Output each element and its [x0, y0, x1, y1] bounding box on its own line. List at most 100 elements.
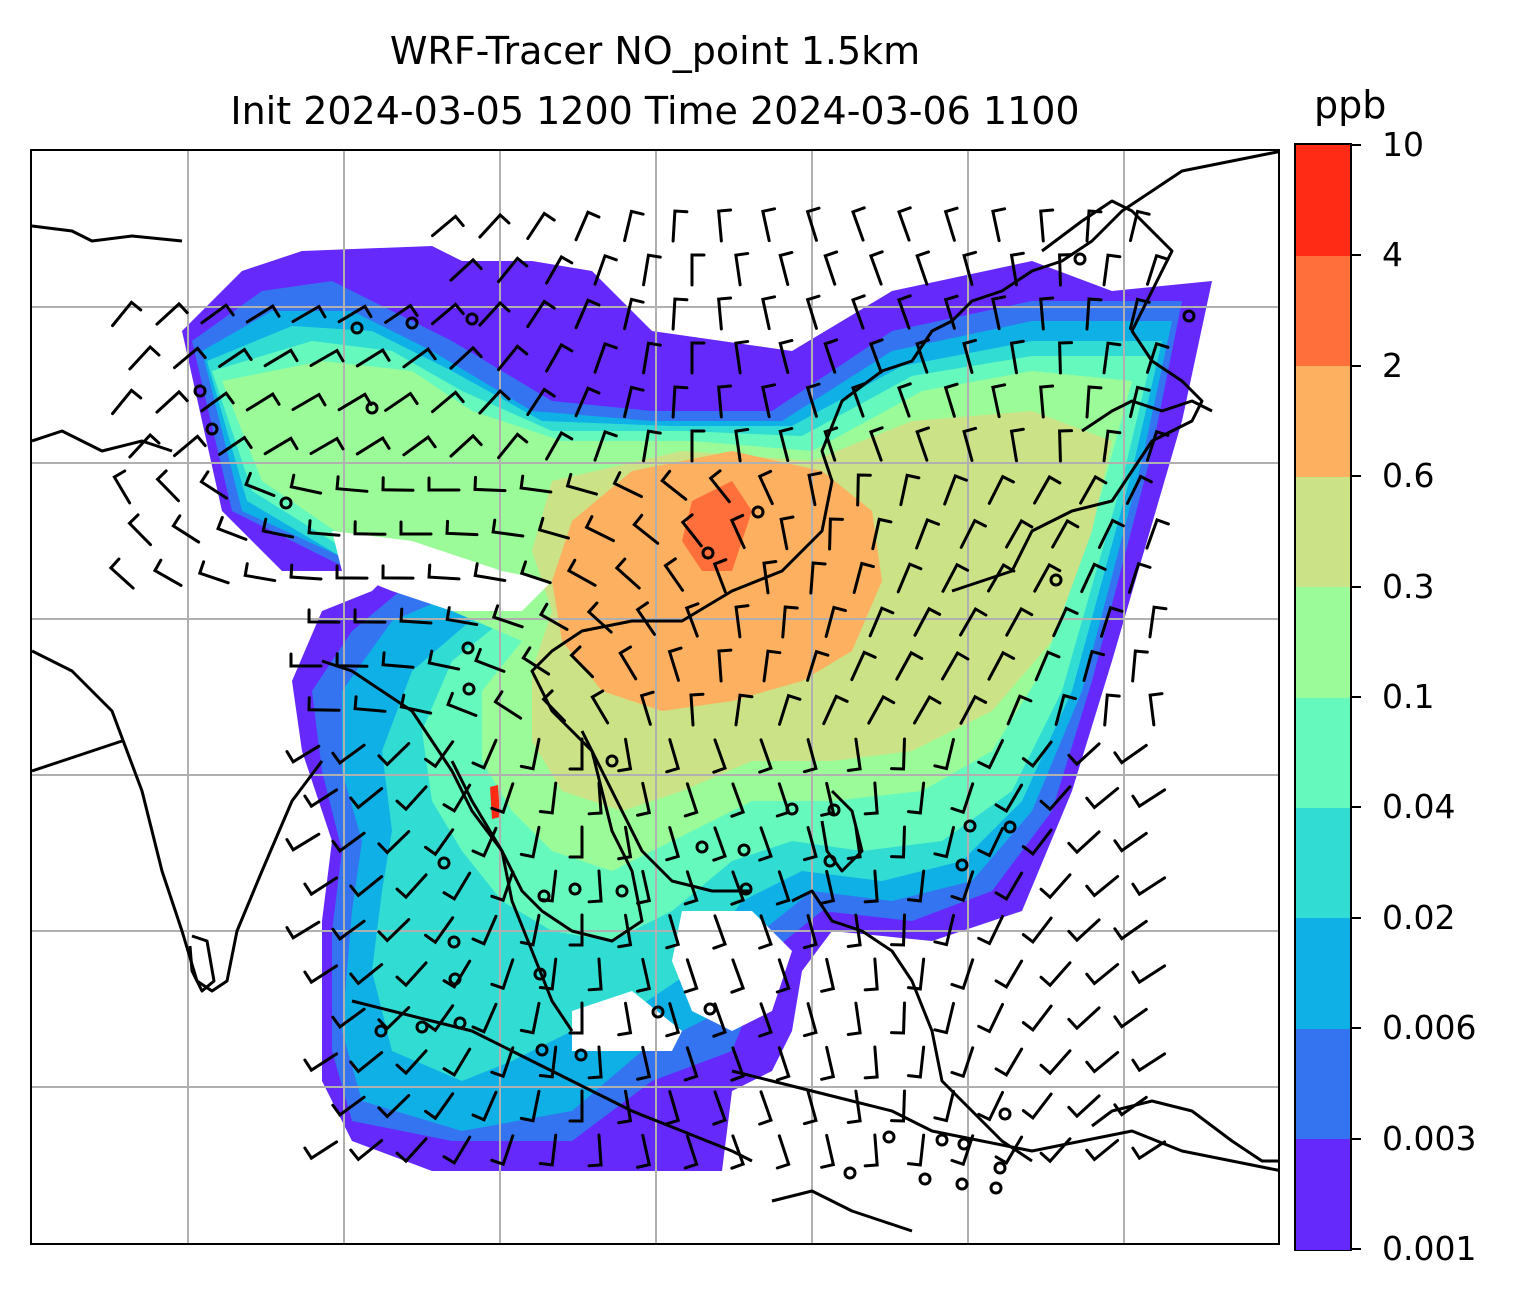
wind-barb	[424, 916, 455, 945]
wind-barb	[424, 1004, 455, 1033]
wind-barb	[1131, 788, 1167, 809]
calm-wind-circle	[993, 1161, 1007, 1175]
wind-barb	[991, 383, 1007, 419]
wind-barb	[478, 300, 511, 327]
wind-barb	[490, 870, 515, 903]
wind-barb	[761, 207, 777, 243]
wind-barb	[850, 650, 877, 682]
colorbar-segment	[1296, 697, 1350, 808]
calm-wind-circle	[462, 682, 476, 696]
wind-barb	[730, 958, 746, 994]
wind-barb	[490, 1046, 515, 1079]
calm-wind-circle	[205, 422, 219, 436]
colorbar-tick-label: 0.02	[1382, 897, 1456, 937]
wind-barb	[906, 1045, 926, 1079]
wind-barb	[805, 382, 821, 418]
wind-barb	[445, 606, 479, 627]
wind-barb	[402, 435, 437, 457]
wind-barb	[128, 432, 161, 459]
coastline	[731, 1069, 1278, 1172]
wind-barb	[863, 957, 879, 992]
wind-barb	[730, 782, 746, 818]
wind-barb	[574, 298, 601, 330]
calm-wind-circle	[193, 384, 207, 398]
wind-barb	[665, 826, 681, 862]
wind-barb	[445, 519, 479, 537]
colorbar-tick-label: 10	[1382, 125, 1424, 164]
calm-wind-circle	[955, 858, 969, 872]
wind-barb	[574, 210, 601, 242]
wind-barb	[856, 473, 872, 507]
wind-barb	[734, 427, 750, 463]
wind-barb	[291, 392, 327, 412]
wind-barb	[663, 557, 685, 592]
coastline	[580, 730, 752, 893]
wind-barb	[1085, 209, 1103, 243]
calm-wind-circle	[935, 1133, 949, 1147]
wind-barb	[519, 474, 553, 494]
wind-barb	[890, 737, 906, 771]
wind-barb	[1113, 1095, 1148, 1117]
wind-barb	[538, 1133, 558, 1167]
wind-barb	[779, 515, 795, 551]
concentration-fill-2	[682, 481, 752, 571]
wind-barb	[1021, 1004, 1053, 1033]
wind-barb	[943, 382, 959, 418]
wind-barb	[568, 1001, 584, 1035]
calm-wind-circle	[615, 884, 629, 898]
wind-barb	[593, 341, 618, 374]
calm-wind-circle	[465, 312, 479, 326]
wind-barb	[913, 694, 942, 725]
wind-barb	[1034, 650, 1061, 682]
colorbar-tick	[1352, 696, 1361, 698]
wind-barb	[395, 873, 428, 900]
wind-barb	[642, 253, 662, 287]
wind-barb	[734, 693, 754, 727]
wind-barb	[1079, 474, 1108, 505]
wind-barb	[734, 339, 750, 375]
wind-barb	[399, 693, 433, 715]
wind-barb	[805, 294, 821, 330]
coastline	[951, 199, 1204, 593]
wind-barb	[943, 474, 969, 506]
calm-wind-circle	[957, 1137, 971, 1151]
wind-barb	[1148, 692, 1164, 727]
wind-barb	[490, 1134, 515, 1167]
wind-barb	[1039, 1137, 1072, 1164]
calm-wind-circle	[739, 882, 753, 896]
wind-barb	[962, 338, 978, 374]
wind-barb	[729, 513, 746, 550]
wind-barb	[568, 1089, 584, 1123]
wind-barb	[712, 826, 727, 862]
wind-barb	[384, 391, 419, 412]
wind-barb	[671, 209, 689, 243]
calm-wind-circle	[1003, 820, 1017, 834]
wind-barb	[395, 1049, 428, 1076]
wind-barb	[245, 304, 281, 324]
wind-barb	[569, 645, 595, 679]
wind-barb	[1067, 830, 1101, 855]
coastline	[32, 649, 324, 993]
wind-barb	[871, 517, 893, 551]
wind-barb	[820, 957, 836, 993]
colorbar-tick-label: 0.1	[1382, 677, 1435, 716]
wind-barb	[519, 913, 541, 947]
wind-barb	[895, 650, 924, 681]
wind-barb	[307, 608, 341, 624]
wind-barb	[712, 738, 727, 774]
wind-barb	[994, 783, 1024, 813]
wind-barb	[303, 1052, 339, 1073]
colorbar-tick-label: 0.3	[1382, 566, 1435, 606]
calm-wind-circle	[827, 803, 841, 817]
wind-barb	[868, 426, 884, 462]
wind-barb	[538, 957, 558, 991]
map-title: WRF-Tracer NO_point 1.5km	[389, 29, 921, 73]
wind-barb	[890, 825, 906, 859]
wind-barb	[427, 563, 461, 581]
wind-barb	[636, 957, 652, 993]
colorbar-tick	[1352, 1137, 1361, 1140]
wind-barb	[959, 606, 988, 637]
wind-barb	[915, 338, 930, 374]
wind-barb	[337, 392, 373, 412]
wind-barb	[449, 257, 483, 282]
